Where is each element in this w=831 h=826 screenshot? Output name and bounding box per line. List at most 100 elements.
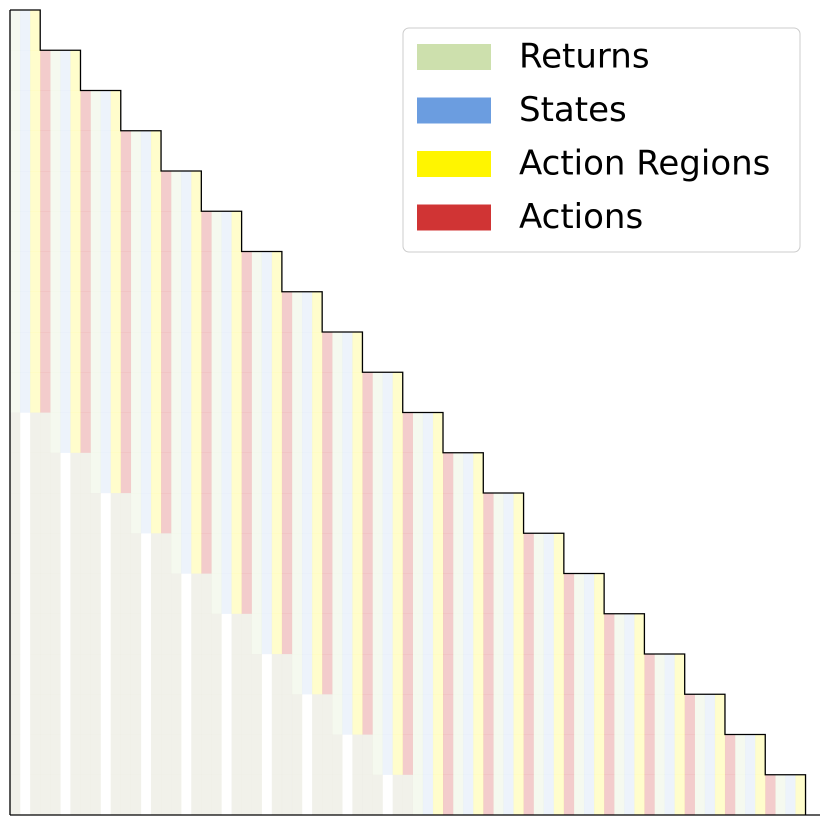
mask-cell [171,412,182,453]
mask-cell [392,694,403,735]
mask-cell [523,533,534,574]
mask-cell [110,291,121,333]
mask-cell [503,573,514,614]
mask-cell [312,613,323,655]
mask-cell [735,774,746,816]
mask-cell [241,412,252,453]
mask-cell [20,332,31,373]
mask-cell [322,774,333,816]
mask-cell [30,171,41,212]
mask-cell [211,452,222,494]
mask-cell [412,452,424,494]
mask-cell [553,613,565,655]
mask-cell [130,613,142,655]
mask-cell [20,50,31,91]
mask-cell [563,573,575,614]
mask-cell [60,130,71,172]
mask-cell [291,291,303,333]
mask-cell [312,774,323,816]
mask-cell [402,654,413,695]
mask-cell [684,774,695,816]
mask-cell [150,372,162,413]
mask-cell [594,774,605,816]
mask-cell [382,533,393,574]
mask-cell [302,613,313,655]
mask-cell [281,654,293,695]
mask-cell [201,493,212,534]
mask-cell [714,734,726,775]
mask-cell [100,452,111,494]
mask-cell [150,251,162,292]
mask-cell [70,533,81,574]
mask-cell [221,412,232,453]
mask-cell [80,734,91,775]
mask-cell [785,774,796,816]
mask-cell [120,130,132,172]
mask-cell [382,452,393,494]
mask-cell [533,734,544,775]
mask-cell [513,613,524,655]
mask-cell [674,694,685,735]
mask-cell [412,412,424,453]
mask-cell [10,90,21,131]
mask-cell [614,654,625,695]
mask-cell [80,452,91,494]
mask-cell [382,654,393,695]
mask-cell [724,734,736,775]
mask-cell [402,533,413,574]
mask-cell [40,452,51,494]
mask-cell [251,654,262,695]
mask-cell [70,774,81,816]
mask-cell [312,573,323,614]
mask-cell [10,412,21,453]
mask-cell [523,573,534,614]
mask-cell [342,412,353,453]
mask-cell [291,372,303,413]
mask-cell [271,332,283,373]
mask-cell [573,734,585,775]
mask-cell [513,734,524,775]
mask-cell [50,774,61,816]
mask-cell [533,694,544,735]
mask-cell [523,734,534,775]
mask-cell [523,654,534,695]
mask-cell [130,251,142,292]
mask-cell [30,372,41,413]
mask-cell [120,613,132,655]
mask-cell [201,533,212,574]
mask-cell [231,452,242,494]
mask-cell [50,211,61,252]
mask-cell [291,452,303,494]
mask-cell [251,774,262,816]
mask-cell [80,774,91,816]
mask-cell [553,573,565,614]
mask-cell [80,130,91,172]
legend-label: Returns [519,37,650,77]
mask-cell [392,412,403,453]
mask-cell [312,734,323,775]
mask-cell [362,372,373,413]
mask-cell [120,251,132,292]
mask-cell [120,412,132,453]
mask-cell [463,573,474,614]
mask-cell [110,613,121,655]
mask-cell [150,694,162,735]
mask-cell [342,493,353,534]
mask-cell [50,372,61,413]
mask-cell [150,291,162,333]
mask-cell [503,493,514,534]
mask-cell [604,694,615,735]
mask-cell [60,50,71,91]
mask-cell [513,774,524,816]
mask-cell [553,654,565,695]
mask-cell [392,533,403,574]
mask-cell [463,694,474,735]
mask-cell [382,412,393,453]
mask-cell [161,251,172,292]
mask-cell [302,654,313,695]
mask-cell [443,533,454,574]
mask-cell [281,774,293,816]
mask-cell [70,332,81,373]
mask-cell [392,654,403,695]
